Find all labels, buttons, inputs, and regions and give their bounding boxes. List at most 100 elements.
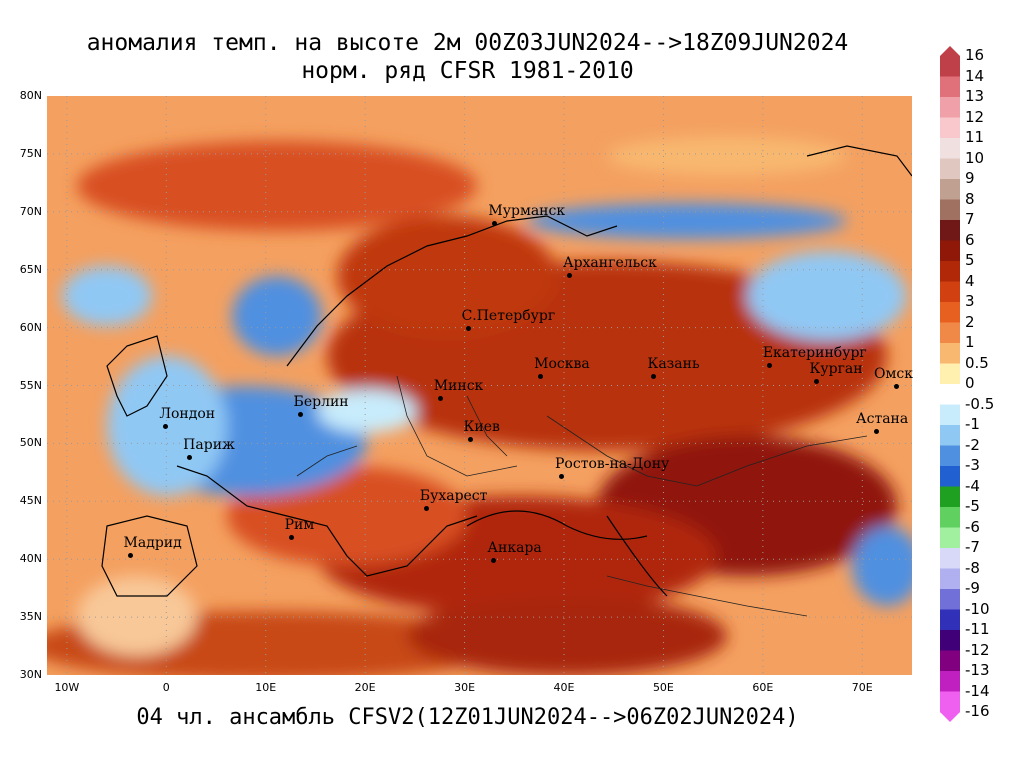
- lon-label: 30E: [454, 681, 476, 694]
- colorbar-label: 7: [965, 210, 975, 228]
- city-label: Омск: [874, 365, 913, 382]
- colorbar-label: -1: [965, 415, 980, 433]
- colorbar-label: -16: [965, 702, 990, 720]
- colorbar-label: -9: [965, 579, 980, 597]
- colorbar-label: 14: [965, 66, 985, 85]
- colorbar-swatch: [940, 97, 960, 118]
- colorbar-label: -11: [965, 620, 990, 638]
- colorbar-swatch: [940, 384, 960, 405]
- lat-label: 65N: [19, 262, 42, 276]
- lon-label: 0: [162, 681, 170, 694]
- colorbar-swatch: [940, 158, 960, 180]
- city-label: Киев: [463, 418, 500, 435]
- colorbar-label: -13: [965, 661, 990, 679]
- colorbar-swatch: [940, 199, 960, 221]
- colorbar-label: -14: [965, 681, 990, 700]
- colorbar-label: -7: [965, 538, 980, 556]
- colorbar-swatch: [940, 76, 960, 98]
- colorbar-label: 2: [965, 312, 975, 331]
- city-label: Москва: [534, 356, 590, 373]
- colorbar-swatch: [940, 302, 960, 323]
- colorbar-label: -0.5: [965, 394, 995, 413]
- colorbar-swatch: [940, 589, 960, 610]
- lat-label: 70N: [19, 204, 42, 218]
- city-label: С.Петербург: [461, 307, 556, 324]
- lon-label: 10W: [54, 681, 80, 694]
- colorbar-swatch: [940, 220, 960, 241]
- anomaly-field: [47, 136, 912, 675]
- city-marker: [467, 436, 473, 442]
- city-label: Курган: [809, 360, 863, 377]
- lat-label: 40N: [19, 552, 42, 566]
- city-label: Анкара: [487, 540, 542, 557]
- colorbar-label: -5: [965, 497, 980, 515]
- colorbar-swatch: [940, 568, 960, 590]
- colorbar-label: -3: [965, 456, 980, 474]
- colorbar-swatch: [940, 671, 960, 692]
- city-label: Берлин: [293, 394, 349, 411]
- lat-label: 55N: [19, 378, 42, 392]
- colorbar-label: 4: [965, 271, 975, 290]
- city-marker: [492, 221, 498, 227]
- colorbar-label: -2: [965, 435, 980, 454]
- city-marker: [766, 362, 772, 368]
- lat-label: 45N: [19, 494, 42, 508]
- colorbar-swatch: [940, 486, 960, 508]
- colorbar-swatch: [940, 630, 960, 651]
- city-marker: [288, 535, 294, 541]
- colorbar-label: 10: [965, 148, 985, 167]
- colorbar-swatch: [940, 425, 960, 446]
- colorbar-swatch: [940, 527, 960, 549]
- lat-label: 35N: [19, 610, 42, 624]
- lon-label: 70E: [851, 681, 873, 694]
- colorbar-swatch: [940, 404, 960, 426]
- colorbar-swatch: [940, 363, 960, 385]
- lon-label: 40E: [553, 681, 575, 694]
- city-marker: [163, 424, 169, 430]
- colorbar-swatch: [940, 466, 960, 487]
- colorbar-swatch: [940, 179, 960, 200]
- city-label: Минск: [433, 378, 484, 395]
- city-marker: [566, 273, 572, 279]
- city-label: Рим: [284, 517, 315, 534]
- map-subtitle: норм. ряд CFSR 1981-2010: [301, 58, 634, 84]
- anomaly-map: [47, 96, 912, 675]
- coastlines: [101, 145, 912, 597]
- colorbar-swatch: [940, 138, 960, 159]
- lon-label: 50E: [652, 681, 674, 694]
- city-marker: [127, 552, 133, 558]
- colorbar-label: 13: [965, 87, 985, 105]
- colorbar-label: 1: [965, 333, 975, 351]
- colorbar-label: -6: [965, 517, 980, 536]
- lat-label: 50N: [19, 436, 42, 450]
- colorbar-label: 0: [965, 374, 975, 392]
- colorbar-swatch: [940, 445, 960, 467]
- city-marker: [423, 506, 429, 512]
- city-marker: [437, 396, 443, 402]
- city-label: Мурманск: [488, 203, 566, 220]
- colorbar-label: 9: [965, 169, 975, 187]
- colorbar-swatch: [940, 281, 960, 303]
- city-label: Лондон: [159, 406, 216, 423]
- colorbar-swatch: [940, 548, 960, 569]
- colorbar-swatch: [940, 343, 960, 364]
- borders: [296, 375, 868, 617]
- city-label: Екатеринбург: [762, 344, 867, 361]
- colorbar-label: -12: [965, 640, 990, 659]
- colorbar-label: 16: [965, 46, 985, 64]
- colorbar-label: 8: [965, 189, 975, 208]
- colorbar-label: 6: [965, 230, 975, 249]
- colorbar: [940, 46, 960, 722]
- lon-label: 10E: [255, 681, 277, 694]
- city-label: Астана: [856, 410, 909, 427]
- colorbar-swatch: [940, 240, 960, 262]
- colorbar-swatch: [940, 507, 960, 528]
- city-marker: [894, 383, 900, 389]
- colorbar-swatch: [940, 650, 960, 672]
- city-label: Архангельск: [562, 255, 657, 272]
- colorbar-swatch: [940, 609, 960, 631]
- colorbar-swatch: [940, 322, 960, 344]
- city-label: Казань: [647, 356, 700, 373]
- city-label: Париж: [183, 437, 235, 454]
- grid-lines: [47, 96, 912, 675]
